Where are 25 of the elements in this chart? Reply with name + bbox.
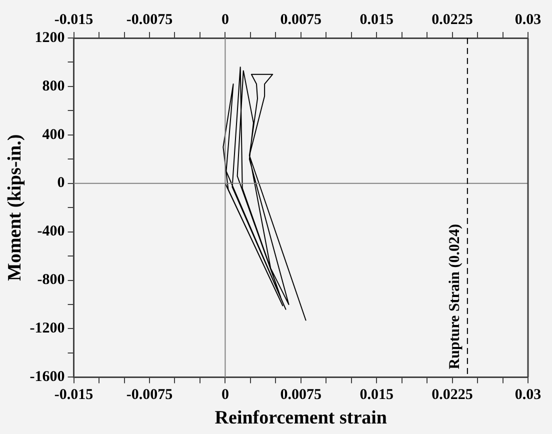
ref-line-label: Rupture Strain (0.024): [446, 224, 463, 370]
y-tick-label: 1200: [34, 30, 65, 46]
x2-tick-label: 0.03: [514, 12, 542, 28]
x-tick-label: 0.0225: [432, 387, 473, 404]
x-tick-label: 0.03: [514, 387, 542, 404]
y-tick-label: -800: [37, 272, 65, 288]
x-tick-label: -0.015: [54, 387, 94, 404]
x-tick-label: 0: [221, 387, 229, 404]
x2-tick-label: -0.0075: [126, 12, 173, 28]
x-tick-label: -0.0075: [126, 387, 173, 404]
x2-tick-label: 0.0075: [280, 12, 322, 28]
x2-tick-label: 0.0225: [432, 12, 473, 28]
x2-tick-label: -0.015: [54, 12, 94, 28]
y-axis-title: Moment (kips-in.): [4, 134, 26, 281]
y-tick-label: 800: [42, 78, 65, 94]
x-tick-label: 0.0075: [280, 387, 322, 404]
y-tick-label: -1200: [30, 320, 65, 337]
y-tick-label: 0: [57, 175, 65, 192]
y-tick-label: -400: [37, 224, 65, 240]
x2-tick-label: 0: [221, 12, 229, 28]
y-tick-label: 400: [42, 126, 65, 143]
x2-tick-label: 0.015: [360, 12, 394, 28]
x-tick-label: 0.015: [360, 387, 394, 404]
y-tick-label: -1600: [30, 369, 65, 386]
x-axis-title: Reinforcement strain: [214, 408, 388, 429]
